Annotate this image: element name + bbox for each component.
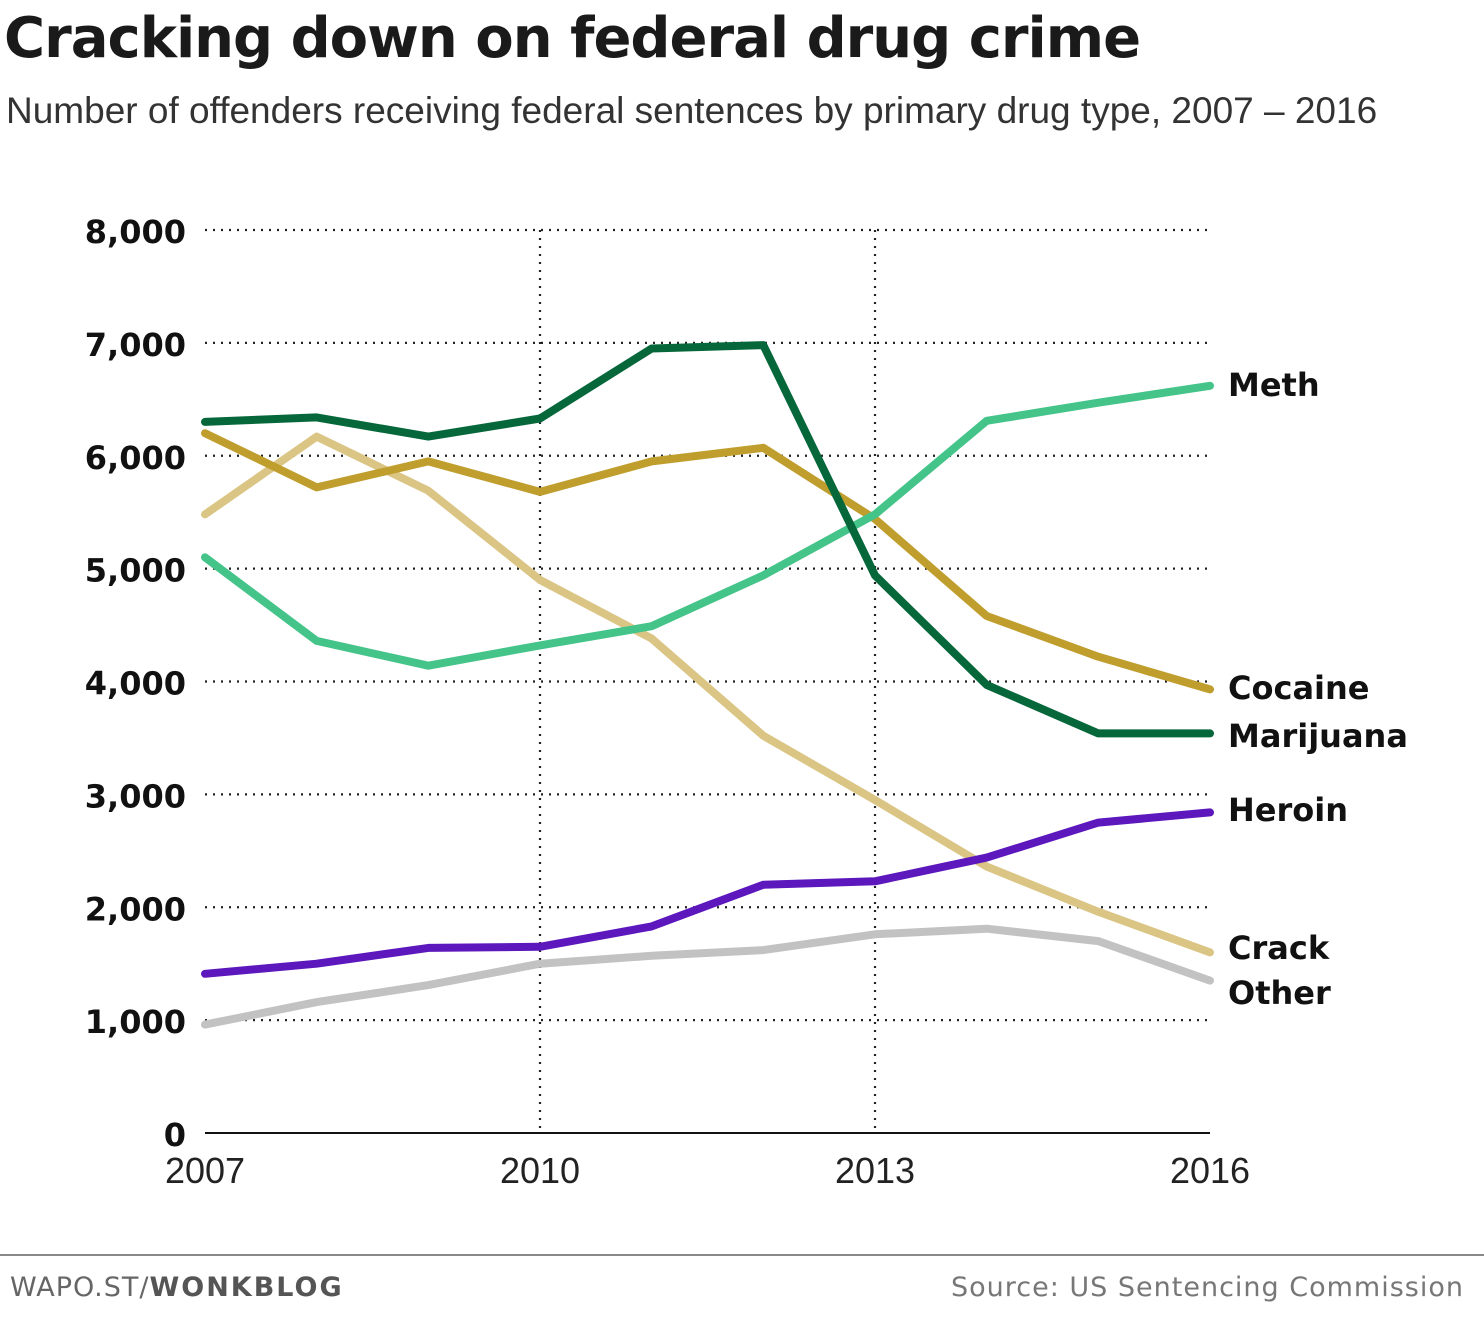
series-label-other: Other	[1228, 974, 1331, 1012]
series-line-heroin	[201, 808, 1214, 978]
series-line-other	[201, 924, 1214, 1029]
credit-link[interactable]: WAPO.ST/WONKBLOG	[10, 1272, 344, 1303]
x-tick-label: 2007	[165, 1150, 245, 1191]
series-lines	[201, 341, 1214, 1029]
x-tick-labels: 2007 2010 2013 2016	[165, 1150, 1250, 1191]
y-tick-labels: 0 1,000 2,000 3,000 4,000 5,000 6,000 7,000 8,00…	[85, 213, 186, 1154]
y-tick-label: 1,000	[85, 1003, 186, 1041]
series-label-crack: Crack	[1228, 929, 1330, 967]
y-tick-label: 6,000	[85, 439, 186, 477]
y-tick-label: 5,000	[85, 552, 186, 590]
credit-prefix: WAPO.ST/	[10, 1272, 150, 1303]
series-label-meth: Meth	[1228, 366, 1320, 404]
series-line-marijuana	[201, 341, 1214, 738]
gridlines	[205, 228, 1210, 1133]
y-tick-label: 8,000	[85, 213, 186, 251]
y-tick-label: 2,000	[85, 890, 186, 928]
series-labels: Meth Cocaine Marijuana Heroin Crack Other	[1228, 366, 1408, 1012]
series-label-cocaine: Cocaine	[1228, 669, 1369, 707]
y-tick-label: 0	[164, 1116, 186, 1154]
x-tick-label: 2016	[1170, 1150, 1250, 1191]
line-chart: 0 1,000 2,000 3,000 4,000 5,000 6,000 7,000 8,00…	[85, 213, 1408, 1191]
chart-title: Cracking down on federal drug crime	[4, 6, 1141, 71]
source-note: Source: US Sentencing Commission	[951, 1272, 1464, 1303]
series-line-cocaine	[201, 429, 1214, 694]
series-label-heroin: Heroin	[1228, 791, 1348, 829]
series-label-marijuana: Marijuana	[1228, 717, 1408, 755]
y-tick-label: 3,000	[85, 777, 186, 815]
series-line-crack	[201, 432, 1214, 957]
credit-brand: WONKBLOG	[149, 1272, 344, 1303]
y-tick-label: 7,000	[85, 326, 186, 364]
y-tick-label: 4,000	[85, 665, 186, 703]
footer-divider	[0, 1254, 1484, 1256]
chart-subtitle: Number of offenders receiving federal se…	[6, 90, 1378, 131]
series-line-meth	[201, 381, 1214, 670]
x-tick-label: 2010	[500, 1150, 580, 1191]
x-tick-label: 2013	[835, 1150, 915, 1191]
